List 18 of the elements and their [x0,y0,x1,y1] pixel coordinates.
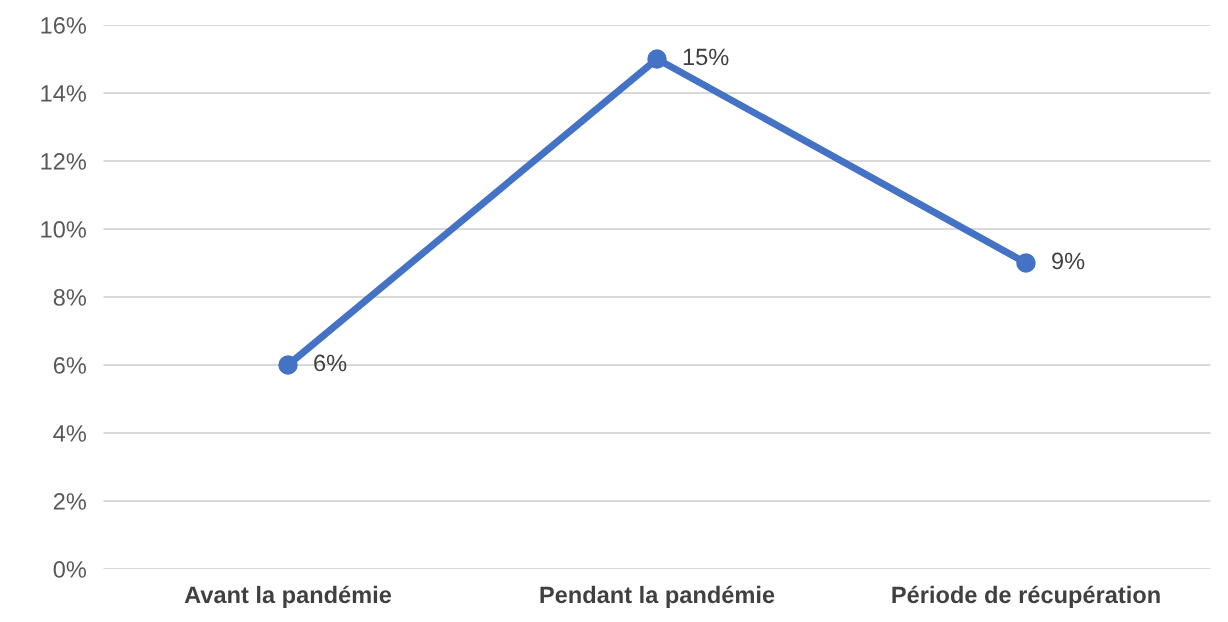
x-tick-label: Pendant la pandémie [540,585,775,608]
data-label: 6% [314,354,347,372]
y-tick-label: 6% [53,357,86,374]
y-tick-label: 4% [53,425,86,442]
y-tick-label: 2% [53,493,86,510]
y-tick-label: 0% [53,561,86,578]
y-tick-label: 12% [41,153,86,170]
data-label: 15% [683,48,729,66]
point [647,49,667,69]
y-tick-label: 16% [41,17,86,34]
point [1016,253,1036,273]
y-tick-label: 10% [41,221,86,238]
x-tick-label: Période de récupération [892,585,1160,608]
data-label: 9% [1052,252,1085,270]
x-tick-label: Avant la pandémie [184,585,392,608]
y-tick-label: 8% [53,289,86,306]
y-tick-label: 14% [41,85,86,102]
point [278,355,298,375]
